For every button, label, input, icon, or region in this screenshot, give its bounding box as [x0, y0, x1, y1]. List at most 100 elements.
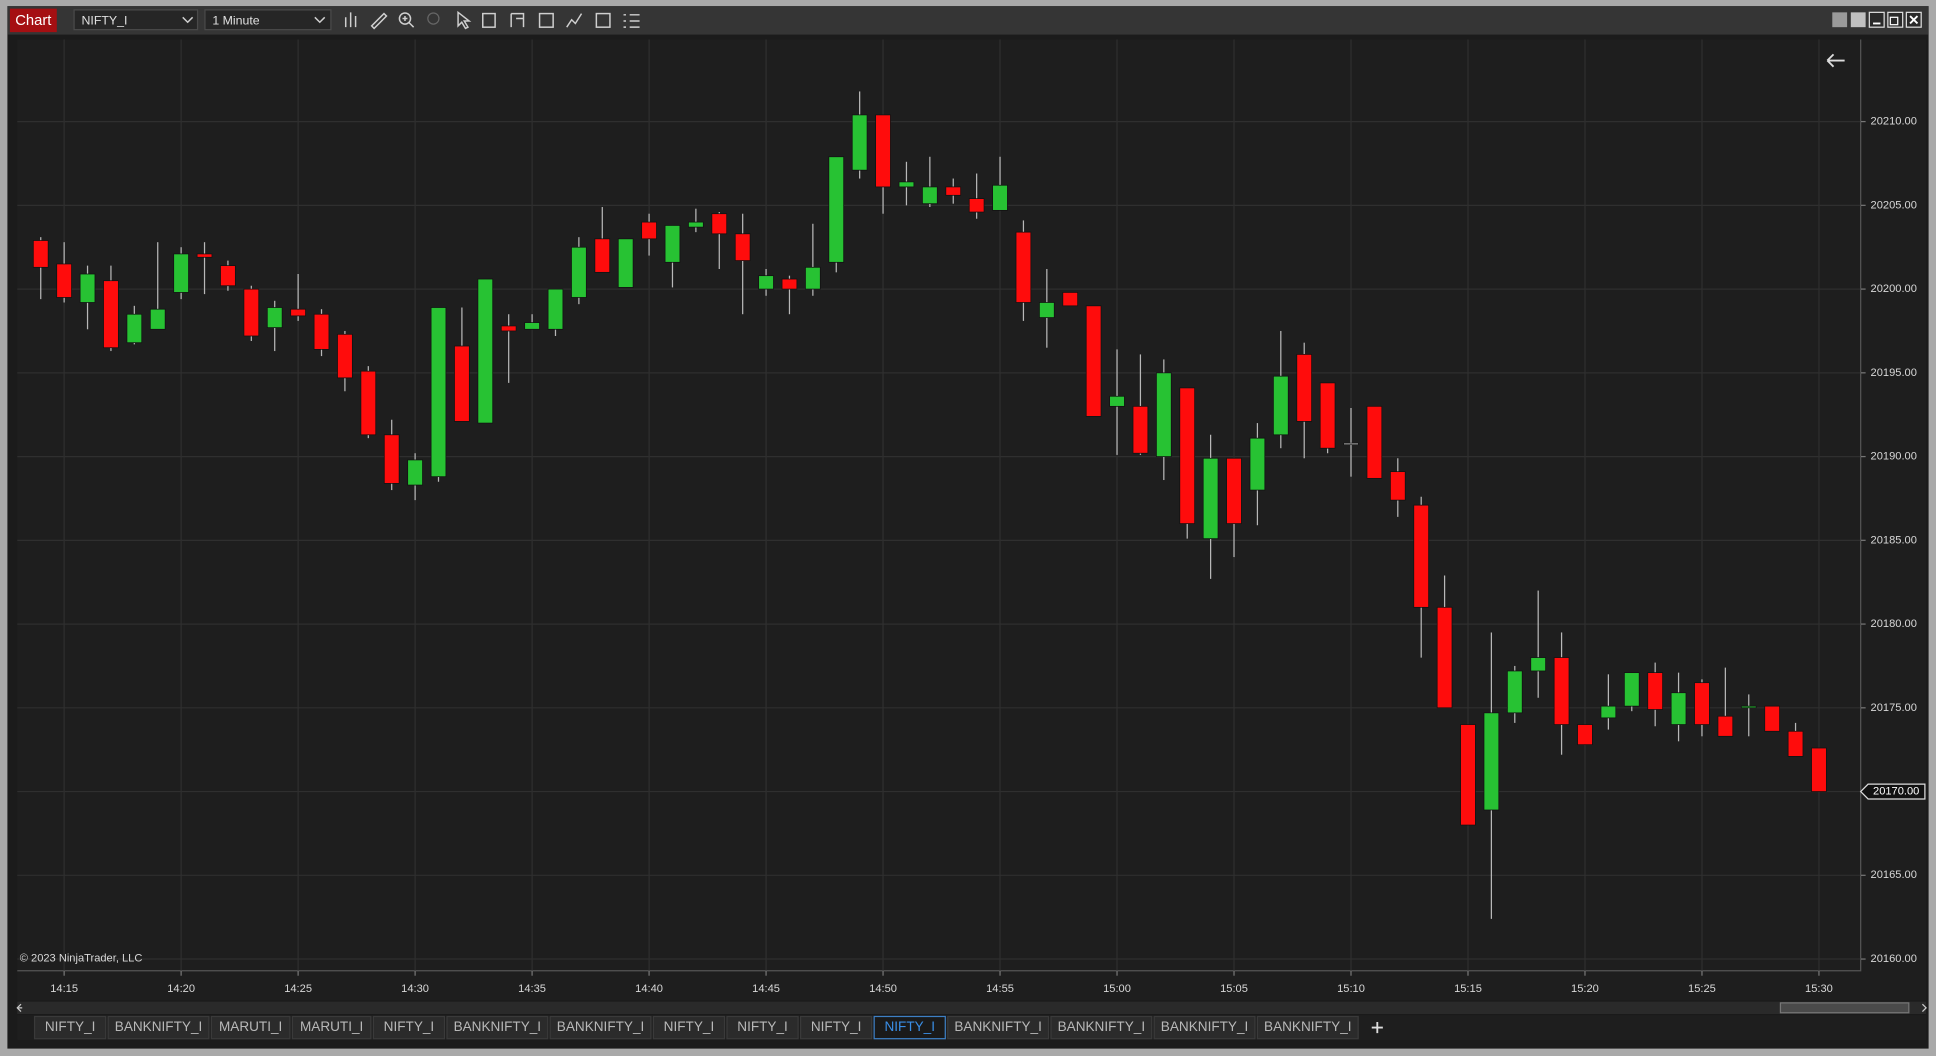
zoom-out-icon[interactable]	[427, 12, 440, 25]
tab-label[interactable]: NIFTY_I	[384, 1019, 435, 1034]
tab[interactable]	[1050, 1015, 1153, 1040]
candle-body	[1647, 672, 1663, 710]
tab[interactable]	[107, 1015, 210, 1040]
candle-body	[524, 322, 540, 330]
candle-body	[922, 186, 938, 205]
x-tick-label: 14:15	[50, 983, 78, 995]
tab-label[interactable]: NIFTY_I	[884, 1019, 935, 1034]
tab-label[interactable]: MARUTI_I	[300, 1019, 363, 1034]
window-title: Chart	[15, 13, 51, 29]
candle-body	[1109, 395, 1125, 407]
tab-label[interactable]: NIFTY_I	[45, 1019, 96, 1034]
tab[interactable]	[210, 1015, 291, 1040]
tile-button[interactable]	[1850, 12, 1866, 28]
instrument-value[interactable]: NIFTY_I	[81, 13, 127, 27]
draw-icon[interactable]	[370, 12, 388, 30]
tab-label[interactable]: MARUTI_I	[219, 1019, 282, 1034]
chart-panel	[17, 39, 1927, 1001]
tile-button[interactable]	[1832, 12, 1848, 28]
tab[interactable]	[291, 1015, 372, 1040]
candle-body	[313, 313, 330, 350]
x-tick-label: 14:25	[284, 983, 312, 995]
candle-body	[266, 307, 283, 328]
properties-icon[interactable]	[510, 12, 525, 28]
strategy-icon[interactable]	[566, 13, 583, 28]
candle-body	[430, 307, 447, 478]
zoom-in-icon[interactable]	[398, 12, 412, 25]
tab-label[interactable]: BANKNIFTY_I	[1264, 1019, 1352, 1034]
candle-body	[1390, 471, 1406, 501]
back-arrow[interactable]	[1826, 53, 1845, 68]
tab-label[interactable]: BANKNIFTY_I	[954, 1019, 1042, 1034]
y-tick-label: 20165.00	[1871, 869, 1917, 881]
tab-label[interactable]: NIFTY_I	[664, 1019, 715, 1034]
tab[interactable]	[446, 1015, 549, 1040]
tab-label[interactable]: BANKNIFTY_I	[115, 1019, 203, 1034]
candle-body	[1764, 705, 1780, 732]
candle-body	[1717, 715, 1734, 737]
candle-body	[711, 213, 728, 235]
candle-body	[173, 253, 189, 293]
candle-body	[383, 434, 400, 484]
bars-icon[interactable]	[344, 12, 357, 28]
interval-value[interactable]: 1 Minute	[212, 13, 259, 27]
add-tab[interactable]	[1371, 1022, 1383, 1034]
scroll-left[interactable]	[16, 1003, 23, 1012]
scroll-thumb[interactable]	[1779, 1002, 1910, 1014]
dropdown-arrow[interactable]	[182, 16, 194, 24]
candle-body	[1226, 457, 1242, 524]
tab[interactable]	[947, 1015, 1050, 1040]
x-tick-label: 14:55	[986, 983, 1014, 995]
tab-label[interactable]: NIFTY_I	[811, 1019, 862, 1034]
dropdown-arrow[interactable]	[314, 16, 326, 24]
candle-body	[1366, 405, 1383, 479]
tab-label[interactable]: BANKNIFTY_I	[454, 1019, 542, 1034]
template-icon[interactable]	[595, 12, 611, 28]
data-box-icon[interactable]	[482, 12, 496, 28]
restore-button[interactable]	[1887, 11, 1904, 28]
tab[interactable]	[33, 1015, 107, 1040]
candle-body	[617, 238, 634, 288]
close-glyph	[1909, 15, 1919, 25]
candle-body	[243, 288, 260, 337]
scroll-right[interactable]	[1921, 1003, 1927, 1012]
scrollbar[interactable]	[17, 1001, 1927, 1015]
tab-label[interactable]: BANKNIFTY_I	[557, 1019, 645, 1034]
tab[interactable]	[726, 1015, 799, 1040]
y-tick-label: 20185.00	[1871, 534, 1917, 546]
tab[interactable]	[652, 1015, 726, 1040]
instrument-select[interactable]	[73, 9, 199, 31]
candle-body	[1553, 657, 1570, 725]
candle-body	[360, 370, 377, 436]
tab[interactable]	[873, 1015, 946, 1040]
candle-body	[1530, 657, 1546, 672]
tab[interactable]	[799, 1015, 873, 1040]
candle-body	[875, 114, 891, 188]
tab-label[interactable]: BANKNIFTY_I	[1058, 1019, 1146, 1034]
y-tick-label: 20195.00	[1871, 367, 1917, 379]
tab[interactable]	[549, 1015, 652, 1040]
candle-body	[664, 225, 681, 263]
candle-body	[1600, 705, 1617, 719]
zoom-in-glyph	[402, 16, 415, 28]
indicators-icon[interactable]	[538, 12, 554, 28]
candle-body	[547, 288, 564, 330]
candle-body	[1249, 437, 1266, 491]
x-tick-label: 15:20	[1571, 983, 1599, 995]
candle-body	[149, 308, 166, 330]
window-buttons	[1832, 11, 1922, 28]
pointer-icon[interactable]	[457, 10, 472, 30]
list-icon[interactable]	[623, 14, 640, 28]
y-tick-label: 20180.00	[1871, 618, 1917, 630]
tab[interactable]	[1153, 1015, 1256, 1040]
candle-body	[1413, 504, 1429, 608]
tab-label[interactable]: NIFTY_I	[737, 1019, 788, 1034]
candle-body	[1507, 670, 1523, 714]
tabs: NIFTY_I BANKNIFTY_I MARUTI_I MARUTI_I NIFTY_…	[33, 1015, 1383, 1040]
tab[interactable]	[1256, 1015, 1359, 1040]
tab[interactable]	[372, 1015, 446, 1040]
tab-label[interactable]: BANKNIFTY_I	[1161, 1019, 1249, 1034]
restore-glyph	[1889, 16, 1899, 26]
minimize-button[interactable]	[1868, 11, 1885, 28]
interval-select[interactable]	[204, 9, 332, 31]
